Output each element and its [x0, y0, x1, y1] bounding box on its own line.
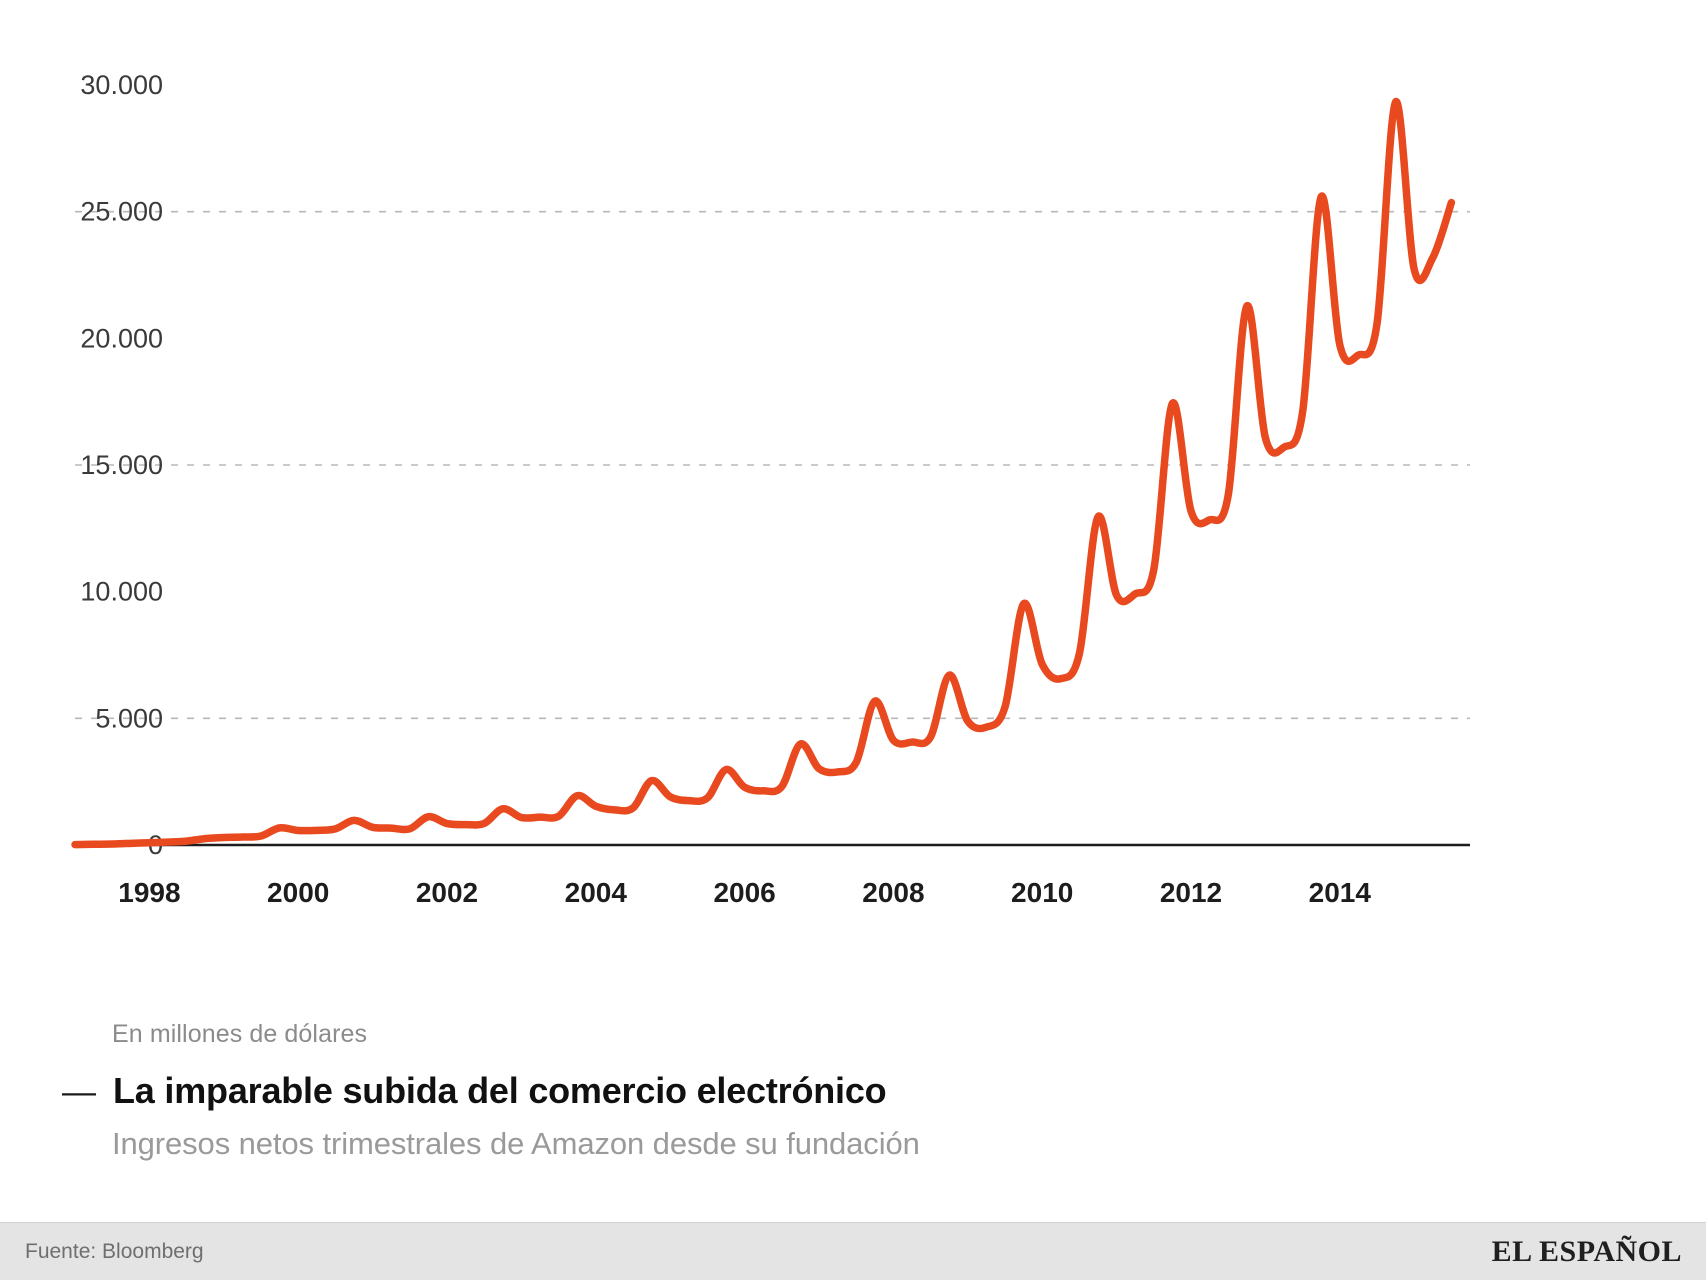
- headline-dash-marker: —: [62, 1073, 96, 1111]
- x-tick-label: 2004: [565, 877, 628, 908]
- y-tick-label: 25.000: [80, 197, 163, 227]
- source-attribution: Fuente: Bloomberg: [25, 1240, 204, 1263]
- page-subtitle: Ingresos netos trimestrales de Amazon de…: [112, 1126, 920, 1161]
- gridlines: [75, 210, 1470, 720]
- caption-block: En millones de dólares — La imparable su…: [0, 1020, 1706, 1220]
- series-line-amazon-quarterly-revenue: [71, 98, 1456, 849]
- x-tick-label: 2000: [267, 877, 329, 908]
- brand-logo: EL ESPAÑOL: [1491, 1235, 1682, 1268]
- x-tick-label: 2010: [1011, 877, 1073, 908]
- y-tick-label: 10.000: [80, 577, 163, 607]
- x-tick-label: 2012: [1160, 877, 1222, 908]
- x-tick-label: 1998: [118, 877, 180, 908]
- y-tick-label: 30.000: [80, 70, 163, 100]
- units-label: En millones de dólares: [112, 1020, 368, 1048]
- y-tick-label: 15.000: [80, 450, 163, 480]
- y-tick-label: 20.000: [80, 323, 163, 353]
- x-axis-tick-labels: 1998 2000 2002 2004 2006 2008 2010 2012 2014: [118, 877, 1371, 908]
- x-tick-label: 2014: [1309, 877, 1372, 908]
- y-tick-label: 5.000: [95, 703, 163, 733]
- headline-row: — La imparable subida del comercio elect…: [62, 1070, 887, 1112]
- x-tick-label: 2006: [713, 877, 775, 908]
- page-title: La imparable subida del comercio electró…: [113, 1070, 887, 1111]
- footer-bar: Fuente: Bloomberg EL ESPAÑOL: [0, 1222, 1706, 1280]
- x-tick-label: 2002: [416, 877, 478, 908]
- line-chart: 0 5.000 10.000 15.000 20.000 25.000 30.000 199…: [71, 70, 1470, 908]
- x-tick-label: 2008: [862, 877, 924, 908]
